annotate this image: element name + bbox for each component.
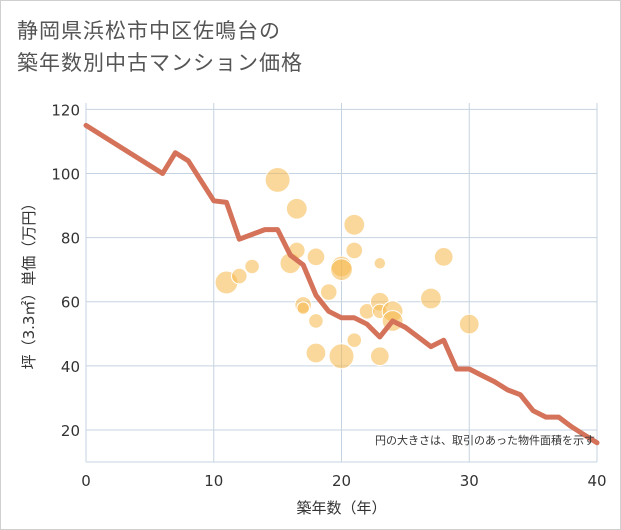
data-bubble bbox=[433, 246, 454, 267]
x-tick-label: 20 bbox=[332, 472, 351, 490]
chart-title-line1: 静岡県浜松市中区佐鳴台の bbox=[17, 19, 281, 43]
data-bubble bbox=[305, 342, 327, 364]
y-tick-label: 60 bbox=[61, 294, 80, 312]
data-bubble bbox=[458, 313, 480, 335]
y-tick-label: 80 bbox=[61, 230, 80, 248]
data-bubble bbox=[343, 213, 366, 236]
data-bubble bbox=[330, 258, 353, 282]
x-tick-label: 0 bbox=[81, 472, 91, 490]
data-bubble bbox=[319, 283, 338, 301]
data-bubble bbox=[244, 258, 260, 275]
y-axis-title: 坪（3.3㎡）単価（万円） bbox=[20, 196, 38, 370]
data-bubble bbox=[264, 166, 291, 193]
data-bubble bbox=[420, 287, 442, 310]
data-bubble bbox=[308, 313, 324, 329]
data-bubble bbox=[345, 241, 364, 260]
grid bbox=[85, 103, 598, 463]
x-tick-label: 40 bbox=[587, 472, 606, 490]
y-axis-ticks: 20 40 60 80 100 120 bbox=[51, 101, 80, 440]
chart-title: 静岡県浜松市中区佐鳴台の 築年数別中古マンション価格 bbox=[17, 15, 303, 79]
x-axis-ticks: 0 10 20 30 40 bbox=[81, 472, 606, 490]
data-bubble bbox=[328, 343, 355, 370]
data-bubble bbox=[296, 301, 310, 315]
data-bubble bbox=[285, 197, 308, 220]
x-axis-title: 築年数（年） bbox=[296, 499, 386, 517]
x-tick-label: 30 bbox=[460, 472, 479, 490]
data-bubble bbox=[373, 257, 387, 270]
y-tick-label: 40 bbox=[61, 358, 80, 376]
size-note: 円の大きさは、取引のあった物件面積を示す bbox=[375, 433, 595, 447]
data-bubble bbox=[369, 346, 390, 367]
trend-line bbox=[83, 122, 600, 446]
bubble-layer bbox=[214, 166, 480, 370]
data-bubble bbox=[231, 267, 248, 285]
y-tick-label: 120 bbox=[51, 101, 80, 119]
y-tick-label: 20 bbox=[61, 422, 80, 440]
data-bubble bbox=[306, 247, 326, 267]
x-tick-label: 10 bbox=[204, 472, 223, 490]
data-bubble bbox=[346, 332, 363, 348]
chart-title-line2: 築年数別中古マンション価格 bbox=[17, 51, 303, 75]
y-tick-label: 100 bbox=[51, 166, 80, 184]
